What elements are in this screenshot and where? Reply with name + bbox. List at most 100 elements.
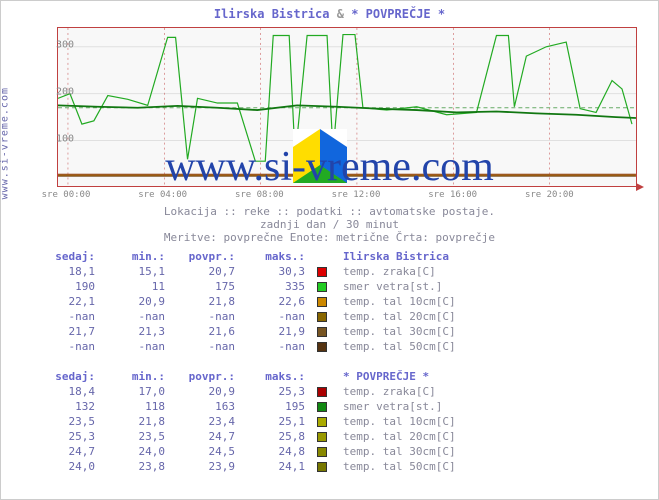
swatch-cell xyxy=(311,339,337,354)
table-row: 19011175335smer vetra[st.] xyxy=(31,279,462,294)
caption-2: zadnji dan / 30 minut xyxy=(1,218,658,231)
swatch-cell xyxy=(311,309,337,324)
swatch-cell xyxy=(311,384,337,399)
color-swatch xyxy=(317,327,327,337)
row-label: temp. zraka[C] xyxy=(337,264,462,279)
cell-value: -nan xyxy=(101,309,171,324)
col-header: sedaj: xyxy=(31,249,101,264)
section-name: Ilirska Bistrica xyxy=(337,249,462,264)
cell-value: 24,0 xyxy=(101,444,171,459)
table-row: 24,724,024,524,8temp. tal 30cm[C] xyxy=(31,444,462,459)
cell-value: 132 xyxy=(31,399,101,414)
color-swatch xyxy=(317,342,327,352)
color-swatch xyxy=(317,387,327,397)
cell-value: 24,5 xyxy=(171,444,241,459)
cell-value: 24,7 xyxy=(31,444,101,459)
swatch-cell xyxy=(311,414,337,429)
cell-value: 11 xyxy=(101,279,171,294)
y-tick: 100 xyxy=(56,133,74,144)
table-row: -nan-nan-nan-nantemp. tal 20cm[C] xyxy=(31,309,462,324)
cell-value: 22,1 xyxy=(31,294,101,309)
cell-value: 15,1 xyxy=(101,264,171,279)
color-swatch xyxy=(317,297,327,307)
swatch-cell xyxy=(311,429,337,444)
col-header: povpr.: xyxy=(171,369,241,384)
cell-value: -nan xyxy=(171,309,241,324)
cell-value: 30,3 xyxy=(241,264,311,279)
x-axis-arrow xyxy=(636,183,644,191)
stats-table: sedaj:min.:povpr.:maks.:Ilirska Bistrica… xyxy=(31,249,462,474)
col-header: povpr.: xyxy=(171,249,241,264)
cell-value: -nan xyxy=(171,339,241,354)
chart-area xyxy=(57,27,637,187)
cell-value: 25,1 xyxy=(241,414,311,429)
cell-value: 25,3 xyxy=(241,384,311,399)
table-header-row: sedaj:min.:povpr.:maks.:* POVPREČJE * xyxy=(31,369,462,384)
cell-value: 25,8 xyxy=(241,429,311,444)
cell-value: 118 xyxy=(101,399,171,414)
table-row: 24,023,823,924,1temp. tal 50cm[C] xyxy=(31,459,462,474)
table-row: 23,521,823,425,1temp. tal 10cm[C] xyxy=(31,414,462,429)
col-header: min.: xyxy=(101,369,171,384)
x-tick: sre 12:00 xyxy=(332,190,381,200)
row-label: temp. tal 50cm[C] xyxy=(337,459,462,474)
cell-value: 18,4 xyxy=(31,384,101,399)
title-left: Ilirska Bistrica xyxy=(214,7,330,21)
y-tick: 200 xyxy=(56,86,74,97)
table-row: 18,115,120,730,3 temp. zraka[C] xyxy=(31,264,462,279)
row-label: temp. tal 20cm[C] xyxy=(337,309,462,324)
swatch-cell xyxy=(311,294,337,309)
site-ylabel: www.si-vreme.com xyxy=(0,87,11,199)
x-tick: sre 20:00 xyxy=(525,190,574,200)
swatch-cell xyxy=(311,459,337,474)
table-row: 18,417,020,925,3temp. zraka[C] xyxy=(31,384,462,399)
row-label: temp. tal 50cm[C] xyxy=(337,339,462,354)
cell-value: -nan xyxy=(241,339,311,354)
color-swatch xyxy=(317,267,327,277)
cell-value: 24,0 xyxy=(31,459,101,474)
table-row: 22,120,921,822,6temp. tal 10cm[C] xyxy=(31,294,462,309)
col-header: maks.: xyxy=(241,249,311,264)
row-label: smer vetra[st.] xyxy=(337,399,462,414)
caption-3: Meritve: povprečne Enote: metrične Črta:… xyxy=(1,231,658,244)
color-swatch xyxy=(317,402,327,412)
cell-value: 24,7 xyxy=(171,429,241,444)
x-tick: sre 04:00 xyxy=(138,190,187,200)
swatch-cell xyxy=(311,324,337,339)
x-tick: sre 16:00 xyxy=(428,190,477,200)
table-row: 132118163195smer vetra[st.] xyxy=(31,399,462,414)
row-label: temp. zraka[C] xyxy=(337,384,462,399)
col-header: min.: xyxy=(101,249,171,264)
y-tick: 300 xyxy=(56,39,74,50)
cell-value: 18,1 xyxy=(31,264,101,279)
chart-title: Ilirska Bistrica & * POVPREČJE * xyxy=(1,1,658,21)
cell-value: 21,8 xyxy=(101,414,171,429)
data-tables: sedaj:min.:povpr.:maks.:Ilirska Bistrica… xyxy=(31,249,638,474)
cell-value: -nan xyxy=(31,339,101,354)
cell-value: 190 xyxy=(31,279,101,294)
logo-icon xyxy=(293,129,347,183)
color-swatch xyxy=(317,312,327,322)
cell-value: -nan xyxy=(101,339,171,354)
cell-value: -nan xyxy=(241,309,311,324)
caption-1: Lokacija :: reke :: podatki :: avtomatsk… xyxy=(1,205,658,218)
col-header: maks.: xyxy=(241,369,311,384)
cell-value: 23,9 xyxy=(171,459,241,474)
cell-value: 20,9 xyxy=(171,384,241,399)
title-amp: & xyxy=(337,7,344,21)
x-tick: sre 08:00 xyxy=(235,190,284,200)
swatch-cell xyxy=(311,444,337,459)
color-swatch xyxy=(317,282,327,292)
cell-value: -nan xyxy=(31,309,101,324)
swatch-cell xyxy=(311,399,337,414)
cell-value: 24,1 xyxy=(241,459,311,474)
cell-value: 23,5 xyxy=(101,429,171,444)
cell-value: 22,6 xyxy=(241,294,311,309)
title-right: * POVPREČJE * xyxy=(351,7,445,21)
cell-value: 20,7 xyxy=(171,264,241,279)
color-swatch xyxy=(317,417,327,427)
cell-value: 23,5 xyxy=(31,414,101,429)
x-tick: sre 00:00 xyxy=(42,190,91,200)
swatch-cell xyxy=(311,264,337,279)
cell-value: 195 xyxy=(241,399,311,414)
